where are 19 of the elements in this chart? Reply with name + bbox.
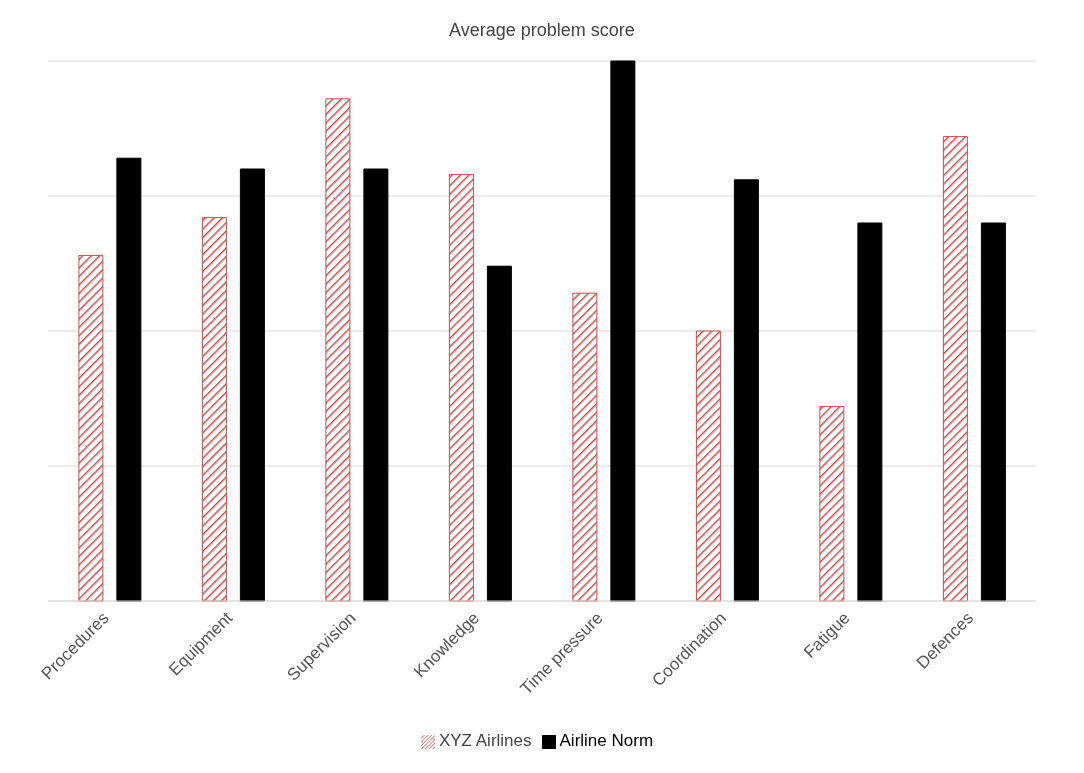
bar [239, 168, 265, 602]
bar [78, 254, 104, 602]
bar [572, 292, 598, 602]
bar [448, 173, 474, 602]
bar [980, 222, 1006, 602]
bar [116, 157, 142, 602]
chart-title: Average problem score [448, 20, 636, 41]
bar [695, 330, 721, 602]
bar [942, 136, 968, 602]
bar [201, 217, 227, 602]
legend-label: Airline Norm [559, 731, 654, 750]
bar [733, 179, 759, 602]
legend-label: XYZ Airlines [438, 731, 532, 750]
bar [857, 222, 883, 602]
bar [486, 265, 512, 602]
bar [363, 168, 389, 602]
bar [610, 60, 636, 602]
bar [819, 406, 845, 602]
bar [325, 98, 351, 602]
